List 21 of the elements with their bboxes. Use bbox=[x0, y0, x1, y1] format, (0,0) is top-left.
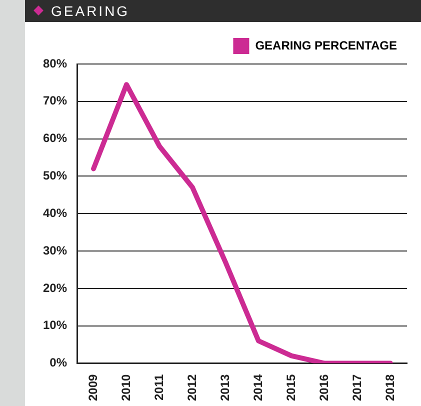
x-tick-label: 2011 bbox=[152, 374, 166, 400]
chart-title: GEARING bbox=[51, 2, 130, 21]
y-tick-label: 0% bbox=[50, 356, 68, 370]
x-tick-label: 2018 bbox=[382, 374, 397, 402]
x-tick-label: 2010 bbox=[118, 374, 133, 402]
x-tick-label: 2009 bbox=[86, 374, 100, 402]
x-tick-label: 2012 bbox=[184, 374, 199, 402]
x-tick-label: 2016 bbox=[316, 374, 331, 402]
y-tick-label: 50% bbox=[42, 168, 68, 183]
x-tick-label: 2014 bbox=[250, 374, 265, 402]
y-tick-label: 40% bbox=[42, 206, 68, 220]
y-tick-label: 20% bbox=[42, 280, 68, 295]
y-tick-label: 10% bbox=[42, 318, 68, 332]
x-tick-label: 2013 bbox=[218, 374, 232, 402]
x-tick-label: 2015 bbox=[284, 374, 298, 402]
y-tick-label: 70% bbox=[42, 94, 68, 108]
x-tick-label: 2017 bbox=[350, 374, 364, 402]
y-tick-label: 30% bbox=[42, 243, 68, 258]
y-tick-label: 80% bbox=[42, 56, 68, 70]
legend-label: GEARING PERCENTAGE bbox=[255, 38, 398, 52]
y-tick-label: 60% bbox=[42, 131, 68, 146]
